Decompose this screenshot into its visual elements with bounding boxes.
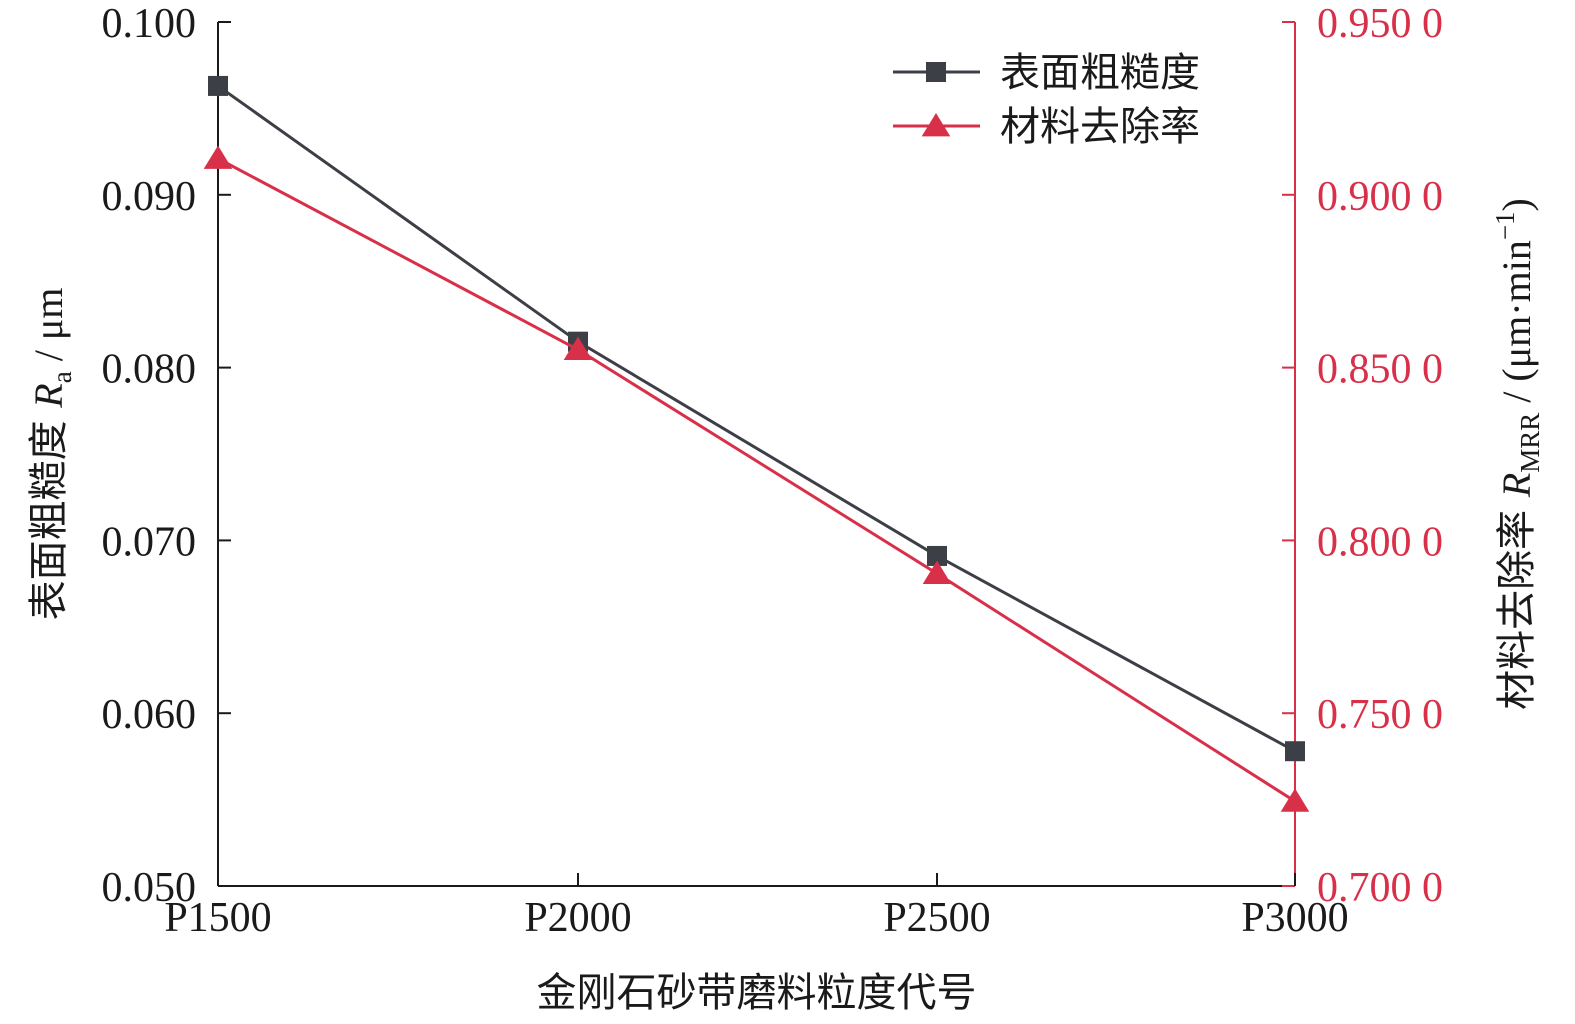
left-y-axis-title-var: R xyxy=(26,383,71,408)
right-y-tick-label: 0.900 0 xyxy=(1317,174,1443,220)
series-2 xyxy=(203,145,1310,812)
right-y-axis-title-unit-close: ) xyxy=(1494,198,1539,211)
right-y-tick-label: 0.850 0 xyxy=(1317,347,1443,393)
legend-item-2: 材料去除率 xyxy=(893,104,1200,150)
series-line xyxy=(217,157,1296,803)
legend-label: 材料去除率 xyxy=(1000,104,1200,150)
axes: 0.050 0.060 0.070 0.080 0.090 0.100 0.700 0 0.7… xyxy=(26,1,1545,1016)
left-y-tick-label: 0.100 xyxy=(102,1,197,47)
series-1 xyxy=(208,75,1305,762)
left-y-axis-title-prefix: 表面粗糙度 xyxy=(26,408,72,621)
x-tick-label: P2000 xyxy=(524,895,631,941)
right-y-axis-title-var: R xyxy=(1494,473,1539,498)
right-y-tick-label: 0.800 0 xyxy=(1317,519,1443,565)
data-point-square xyxy=(1285,741,1305,762)
left-y-axis-title-sub: a xyxy=(47,371,77,383)
right-y-axis-title-prefix: 材料去除率 xyxy=(1494,497,1540,710)
x-axis-title: 金刚石砂带磨料粒度代号 xyxy=(537,970,977,1016)
left-y-tick-label: 0.070 xyxy=(102,519,197,565)
left-y-axis-title: 表面粗糙度 Ra / μm xyxy=(26,288,77,621)
right-y-axis-title-unit-open: / (μm·min xyxy=(1494,240,1539,413)
data-point-triangle xyxy=(922,560,952,584)
data-point-triangle xyxy=(563,336,593,361)
x-tick-label: P1500 xyxy=(164,895,271,941)
left-y-tick-label: 0.080 xyxy=(102,347,197,393)
x-tick-label: P3000 xyxy=(1241,895,1348,941)
left-y-tick-label: 0.060 xyxy=(102,692,197,738)
legend-label: 表面粗糙度 xyxy=(1000,50,1200,96)
legend-item-1: 表面粗糙度 xyxy=(893,50,1200,96)
legend-marker-triangle xyxy=(921,113,951,137)
left-y-tick-label: 0.050 xyxy=(102,865,197,911)
data-point-triangle xyxy=(203,145,233,169)
left-y-tick-label: 0.090 xyxy=(102,174,197,220)
right-y-tick-label: 0.700 0 xyxy=(1317,865,1443,911)
data-point-square xyxy=(927,545,947,566)
series xyxy=(203,75,1310,812)
legend-marker-square xyxy=(926,62,946,82)
right-y-tick-label: 0.750 0 xyxy=(1317,692,1443,738)
data-point-square xyxy=(208,75,228,96)
data-point-triangle xyxy=(1280,788,1310,812)
left-y-axis-title-unit: / μm xyxy=(26,288,71,372)
x-tick-label: P2500 xyxy=(883,895,990,941)
series-line xyxy=(217,84,1296,753)
right-y-axis-title-sup: −1 xyxy=(1490,211,1520,240)
right-y-axis-title: 材料去除率 RMRR / (μm·min−1) xyxy=(1490,198,1545,710)
right-y-tick-label: 0.950 0 xyxy=(1317,1,1443,47)
right-y-axis-title-sub: MRR xyxy=(1515,413,1545,473)
